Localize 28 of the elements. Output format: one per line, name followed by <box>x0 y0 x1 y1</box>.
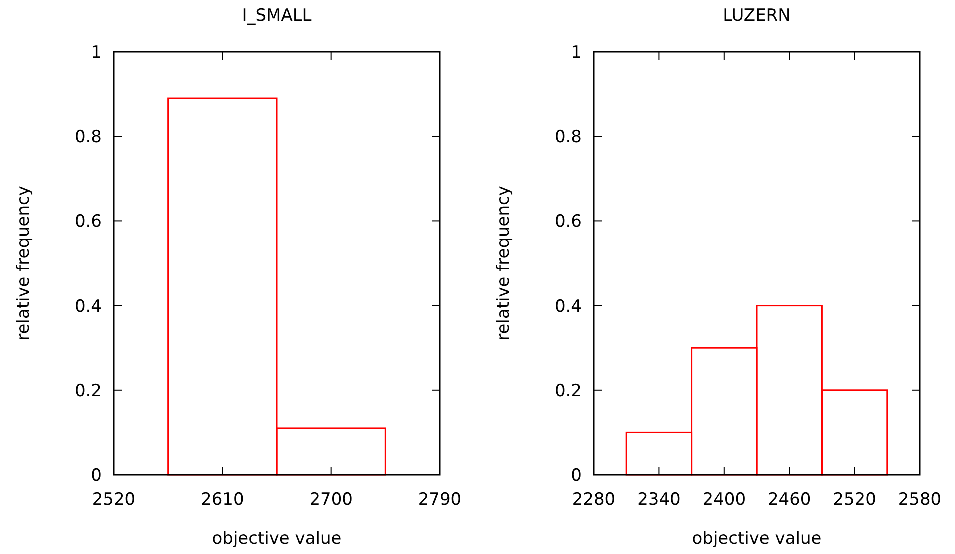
x-tick-label: 2520 <box>833 490 876 510</box>
x-tick-label: 2460 <box>768 490 812 510</box>
y-tick-label: 0.8 <box>554 128 582 148</box>
chart-title: LUZERN <box>723 6 791 26</box>
y-tick-label: 1 <box>91 42 102 63</box>
x-axis-title: objective value <box>692 529 822 549</box>
y-tick-label: 0.2 <box>74 381 102 402</box>
y-tick-label: 0 <box>571 466 582 486</box>
y-axis-title: relative frequency <box>14 186 34 341</box>
x-tick-label: 2340 <box>638 490 681 510</box>
x-tick-label: 2400 <box>702 490 746 510</box>
y-tick-label: 0 <box>91 466 102 486</box>
x-tick-label: 2520 <box>92 490 136 510</box>
x-tick-label: 2790 <box>418 490 462 510</box>
x-axis-title: objective value <box>212 529 342 549</box>
y-tick-label: 0.2 <box>554 381 582 402</box>
y-axis-title: relative frequency <box>494 186 514 341</box>
y-tick-label: 0.4 <box>74 296 102 317</box>
y-tick-label: 0.8 <box>74 128 102 148</box>
x-tick-label: 2700 <box>310 490 353 510</box>
y-tick-label: 0.6 <box>554 212 582 232</box>
y-tick-label: 0.6 <box>74 212 102 232</box>
y-tick-label: 0.4 <box>554 296 582 317</box>
x-tick-label: 2280 <box>572 490 616 510</box>
x-tick-label: 2610 <box>201 490 244 510</box>
x-tick-label: 2580 <box>898 490 942 510</box>
chart-title: I_SMALL <box>242 6 312 26</box>
y-tick-label: 1 <box>571 42 582 63</box>
